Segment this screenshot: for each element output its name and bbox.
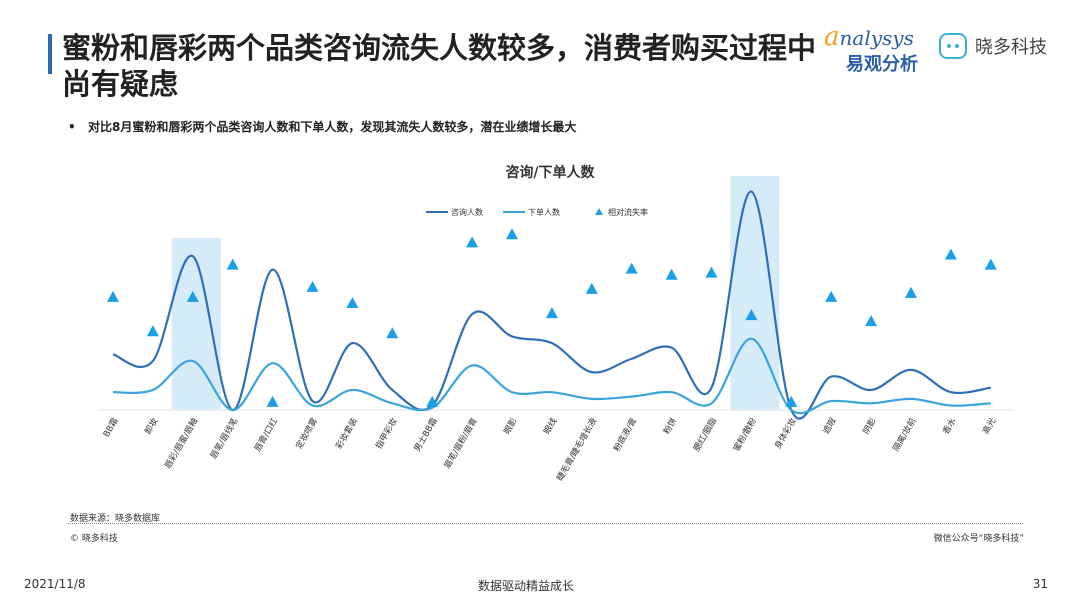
- x-tick-label: 男士BB霜: [412, 416, 440, 454]
- rate-point: [665, 268, 678, 280]
- rate-point: [346, 296, 359, 308]
- robot-logo-icon: [939, 33, 967, 59]
- rate-point: [944, 248, 957, 260]
- rate-point: [625, 262, 638, 274]
- title-accent-bar: [48, 34, 52, 74]
- x-tick-label: 彩妆套装: [333, 416, 360, 451]
- x-tick-label: 唇彩/唇蜜/唇釉: [163, 416, 201, 471]
- x-tick-label: 眼线: [541, 416, 559, 437]
- rate-point: [545, 307, 558, 319]
- x-tick-label: 蜜粉/散粉: [731, 416, 759, 454]
- legend-label: 相对流失率: [608, 207, 648, 217]
- legend-label: 下单人数: [528, 207, 560, 217]
- series-layer: [112, 190, 991, 420]
- rate-point: [745, 309, 758, 321]
- rate-point: [426, 395, 439, 407]
- analysys-logo: analysys 易观分析: [824, 22, 936, 76]
- x-tick-label: 指甲彩妆: [373, 416, 400, 451]
- x-tick-label: 定妆喷雾: [294, 416, 321, 451]
- rate-point: [306, 280, 319, 292]
- x-tick-label: 粉底液/膏: [611, 416, 639, 453]
- x-tick-label: 卸妆: [142, 416, 160, 437]
- report-date: 2021/11/8: [24, 577, 86, 591]
- footer-divider: [68, 523, 1023, 524]
- slogan: 数据驱动精益成长: [478, 579, 575, 593]
- x-tick-labels: BB霜 卸妆 唇彩/唇蜜/唇釉 唇笔/唇线笔 唇膏/口红 定妆喷雾 彩妆套装 指甲彩妆 男士BB…: [102, 416, 999, 483]
- x-tick-label: 粉饼: [661, 416, 679, 437]
- bullet-text: 对比8月蜜粉和唇彩两个品类咨询人数和下单人数，发现其流失人数较多，潜在业绩增长最…: [88, 120, 577, 134]
- rate-point: [785, 395, 798, 407]
- x-tick-label: 唇膏/口红: [252, 416, 280, 454]
- page-title: 蜜粉和唇彩两个品类咨询流失人数较多，消费者购买过程中尚有疑虑: [62, 31, 817, 101]
- rate-point: [585, 282, 598, 294]
- rate-point: [466, 236, 479, 248]
- analysys-logo-text: nalysys: [839, 26, 914, 50]
- rate-points-layer: [107, 228, 997, 407]
- rate-point: [386, 327, 399, 339]
- rate-point: [226, 258, 239, 270]
- order-series-line: [112, 337, 991, 415]
- consult-series-line: [112, 190, 991, 420]
- wechat-account: 微信公众号“晓多科技”: [933, 534, 1024, 544]
- x-tick-label: 身体彩妆: [772, 416, 799, 451]
- x-tick-label: 阴影: [861, 416, 879, 437]
- bullet-point: • 对比8月蜜粉和唇彩两个品类咨询人数和下单人数，发现其流失人数较多，潜在业绩增长…: [68, 118, 576, 135]
- analysys-logo-cn: 易观分析: [846, 54, 918, 75]
- x-tick-label: 高光: [980, 416, 998, 437]
- rate-point: [905, 286, 917, 298]
- copyright: © 晓多科技: [70, 534, 118, 544]
- bullet-dot-icon: •: [68, 120, 76, 134]
- rate-point: [865, 315, 878, 327]
- chart-legend: 咨询人数 下单人数 相对流失率: [426, 207, 648, 217]
- xiaoduo-logo-text: 晓多科技: [975, 37, 1047, 58]
- chart-title: 咨询/下单人数: [505, 164, 595, 181]
- legend-triangle-icon: [595, 208, 603, 215]
- rate-point: [146, 325, 159, 337]
- x-tick-label: 隔离/妆前: [891, 416, 919, 454]
- rate-point: [506, 228, 518, 240]
- rate-point: [266, 395, 279, 407]
- x-tick-label: 遮瑕: [821, 416, 839, 437]
- highlight-band: [171, 238, 221, 410]
- rate-point: [984, 258, 997, 270]
- x-tick-label: 眼影: [502, 416, 520, 437]
- x-tick-label: 香水: [940, 416, 958, 437]
- rate-point: [705, 266, 718, 278]
- legend-label: 咨询人数: [451, 207, 483, 217]
- x-tick-label: 睫毛膏/睫毛增长液: [554, 416, 599, 483]
- x-tick-label: BB霜: [102, 417, 121, 439]
- consult-order-chart: 咨询/下单人数 咨询人数 下单人数 相对流失率 BB霜 卸妆 唇彩/唇蜜/唇釉 唇笔/唇线…: [100, 164, 1012, 483]
- rate-point: [107, 290, 119, 302]
- x-tick-label: 唇笔/唇线笔: [208, 416, 240, 461]
- x-tick-label: 腮红/胭脂: [691, 416, 719, 454]
- rate-point: [825, 290, 838, 302]
- x-tick-label: 眉笔/眉粉/眉膏: [442, 416, 480, 471]
- xiaoduo-logo: 晓多科技: [939, 33, 1047, 59]
- page-number: 31: [1032, 577, 1048, 591]
- analysys-logo-initial: a: [824, 22, 840, 52]
- rate-point: [186, 290, 199, 302]
- data-source: 数据来源：晓多数据库: [70, 514, 161, 524]
